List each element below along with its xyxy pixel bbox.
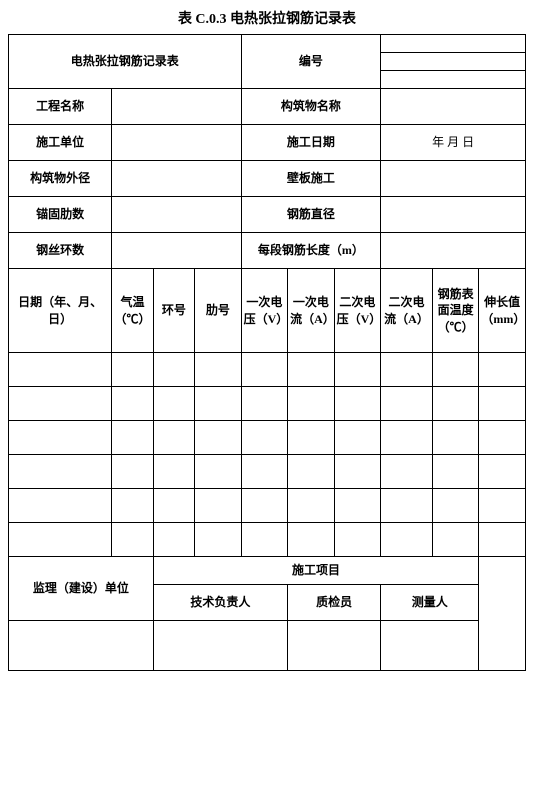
footer-blank-right — [479, 557, 526, 671]
project-label: 施工项目 — [153, 557, 479, 585]
survey-label: 测量人 — [381, 585, 479, 621]
table-row — [9, 421, 526, 455]
col8: 二次电流（A） — [381, 269, 433, 353]
row4-l: 锚固肋数 — [9, 197, 112, 233]
col5: 一次电压（V） — [241, 269, 288, 353]
table-row — [9, 353, 526, 387]
table-row — [9, 455, 526, 489]
number-cell-3 — [381, 71, 526, 89]
row1-lv — [112, 89, 241, 125]
row3-l: 构筑物外径 — [9, 161, 112, 197]
tech-sign — [153, 621, 287, 671]
row3-r: 壁板施工 — [241, 161, 381, 197]
row4-lv — [112, 197, 241, 233]
row2-lv — [112, 125, 241, 161]
table-caption: 表 C.0.3 电热张拉钢筋记录表 — [8, 8, 526, 28]
col7: 二次电压（V） — [334, 269, 381, 353]
row5-rv — [381, 233, 526, 269]
row5-l: 钢丝环数 — [9, 233, 112, 269]
row4-rv — [381, 197, 526, 233]
title-right: 编号 — [241, 35, 381, 89]
row2-l: 施工单位 — [9, 125, 112, 161]
col3: 环号 — [153, 269, 194, 353]
number-cell-2 — [381, 53, 526, 71]
table-row — [9, 387, 526, 421]
row1-r: 构筑物名称 — [241, 89, 381, 125]
supervisor-sign — [9, 621, 154, 671]
row2-rv: 年 月 日 — [381, 125, 526, 161]
col4: 肋号 — [195, 269, 242, 353]
row5-r: 每段钢筋长度（m） — [241, 233, 381, 269]
row1-l: 工程名称 — [9, 89, 112, 125]
row3-lv — [112, 161, 241, 197]
row4-r: 钢筋直径 — [241, 197, 381, 233]
table-row — [9, 489, 526, 523]
row2-r: 施工日期 — [241, 125, 381, 161]
row3-rv — [381, 161, 526, 197]
survey-sign — [381, 621, 479, 671]
title-left: 电热张拉钢筋记录表 — [9, 35, 242, 89]
qc-label: 质检员 — [288, 585, 381, 621]
row5-lv — [112, 233, 241, 269]
col1: 日期（年、月、日） — [9, 269, 112, 353]
row1-rv — [381, 89, 526, 125]
col10: 伸长值（mm） — [479, 269, 526, 353]
supervisor-label: 监理（建设）单位 — [9, 557, 154, 621]
tech-label: 技术负责人 — [153, 585, 287, 621]
col6: 一次电流（A） — [288, 269, 335, 353]
record-table: 电热张拉钢筋记录表 编号 工程名称 构筑物名称 施工单位 施工日期 年 月 日 … — [8, 34, 526, 671]
table-row — [9, 523, 526, 557]
col2: 气温（℃） — [112, 269, 153, 353]
number-cell-1 — [381, 35, 526, 53]
col9: 钢筋表面温度（℃） — [432, 269, 479, 353]
qc-sign — [288, 621, 381, 671]
